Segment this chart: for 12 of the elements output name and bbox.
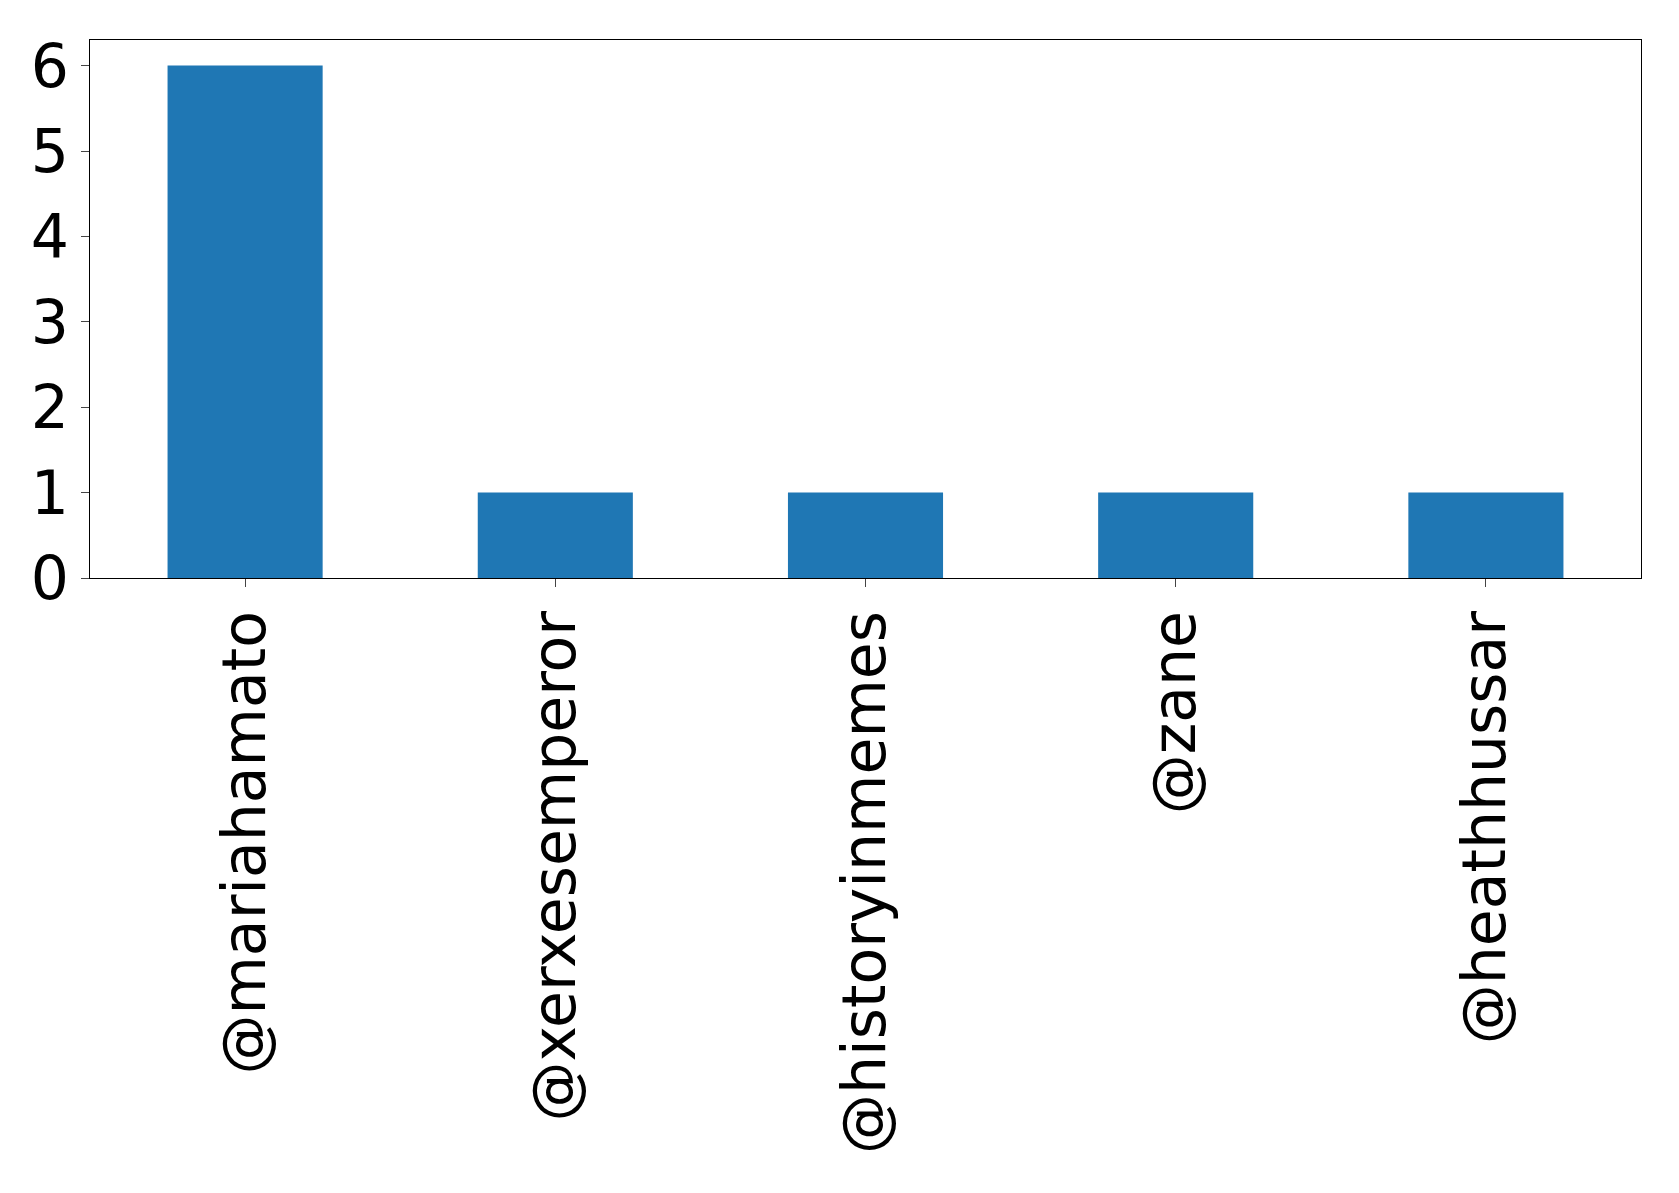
x-tick-label: @heathhussar — [1449, 610, 1520, 1045]
y-tick-label: 1 — [30, 457, 69, 528]
y-tick-label: 2 — [30, 372, 69, 443]
y-tick-label: 5 — [30, 116, 69, 187]
y-tick-label: 0 — [30, 543, 69, 613]
x-tick-label: @mariahamato — [208, 611, 279, 1075]
x-tick-label: @zane — [1139, 611, 1210, 815]
y-tick-label: 6 — [30, 30, 69, 101]
y-tick-label: 4 — [30, 201, 69, 272]
y-tick-label: 3 — [30, 286, 69, 357]
x-tick-label: @historyinmemes — [829, 611, 899, 1155]
x-tick-label: @xerxesemperor — [518, 610, 589, 1122]
